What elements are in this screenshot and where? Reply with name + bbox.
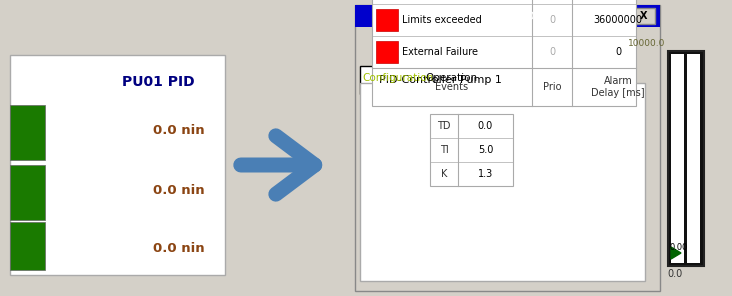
Text: Prio: Prio bbox=[542, 82, 561, 92]
Text: 10000.0: 10000.0 bbox=[627, 39, 665, 49]
Bar bbox=[372, 0, 636, 106]
Text: 0: 0 bbox=[549, 15, 555, 25]
Bar bbox=[10, 55, 225, 275]
Bar bbox=[10, 165, 45, 220]
Text: 0.0 nin: 0.0 nin bbox=[154, 242, 205, 255]
Text: 0: 0 bbox=[549, 47, 555, 57]
Text: PID-Controller Pump 1: PID-Controller Pump 1 bbox=[378, 75, 501, 85]
Bar bbox=[633, 8, 655, 24]
Text: 0.00: 0.00 bbox=[670, 244, 688, 252]
Text: 0: 0 bbox=[615, 47, 621, 57]
Text: Operation: Operation bbox=[425, 73, 477, 83]
Text: 0.0 nin: 0.0 nin bbox=[154, 184, 205, 197]
Bar bbox=[10, 222, 45, 270]
Bar bbox=[360, 66, 520, 94]
Bar bbox=[668, 51, 704, 266]
Bar bbox=[10, 105, 45, 160]
Bar bbox=[355, 5, 660, 291]
Bar bbox=[687, 54, 700, 263]
Text: External Failure: External Failure bbox=[402, 47, 478, 57]
Text: 5.0: 5.0 bbox=[478, 145, 493, 155]
Text: Configuration: Configuration bbox=[362, 73, 433, 83]
Bar bbox=[671, 54, 684, 263]
Text: TD: TD bbox=[437, 121, 451, 131]
Text: 0.0: 0.0 bbox=[478, 121, 493, 131]
Text: PU01 PID: PU01 PID bbox=[481, 9, 534, 22]
Bar bbox=[355, 5, 660, 27]
Text: TI: TI bbox=[440, 145, 449, 155]
Text: Events: Events bbox=[436, 82, 468, 92]
Text: K: K bbox=[441, 169, 447, 179]
Text: PU01 PID: PU01 PID bbox=[122, 75, 195, 89]
Text: Limits exceeded: Limits exceeded bbox=[402, 15, 482, 25]
Text: 0.0: 0.0 bbox=[668, 269, 683, 279]
Text: X: X bbox=[640, 11, 648, 21]
Text: 36000000: 36000000 bbox=[594, 15, 643, 25]
Bar bbox=[430, 114, 513, 186]
Text: 1.3: 1.3 bbox=[478, 169, 493, 179]
Text: Alarm
Delay [ms]: Alarm Delay [ms] bbox=[591, 76, 645, 98]
Polygon shape bbox=[671, 247, 681, 259]
Text: 0.0 nin: 0.0 nin bbox=[154, 123, 205, 136]
Bar bbox=[360, 83, 645, 281]
Bar bbox=[376, 41, 398, 63]
Bar bbox=[376, 9, 398, 31]
